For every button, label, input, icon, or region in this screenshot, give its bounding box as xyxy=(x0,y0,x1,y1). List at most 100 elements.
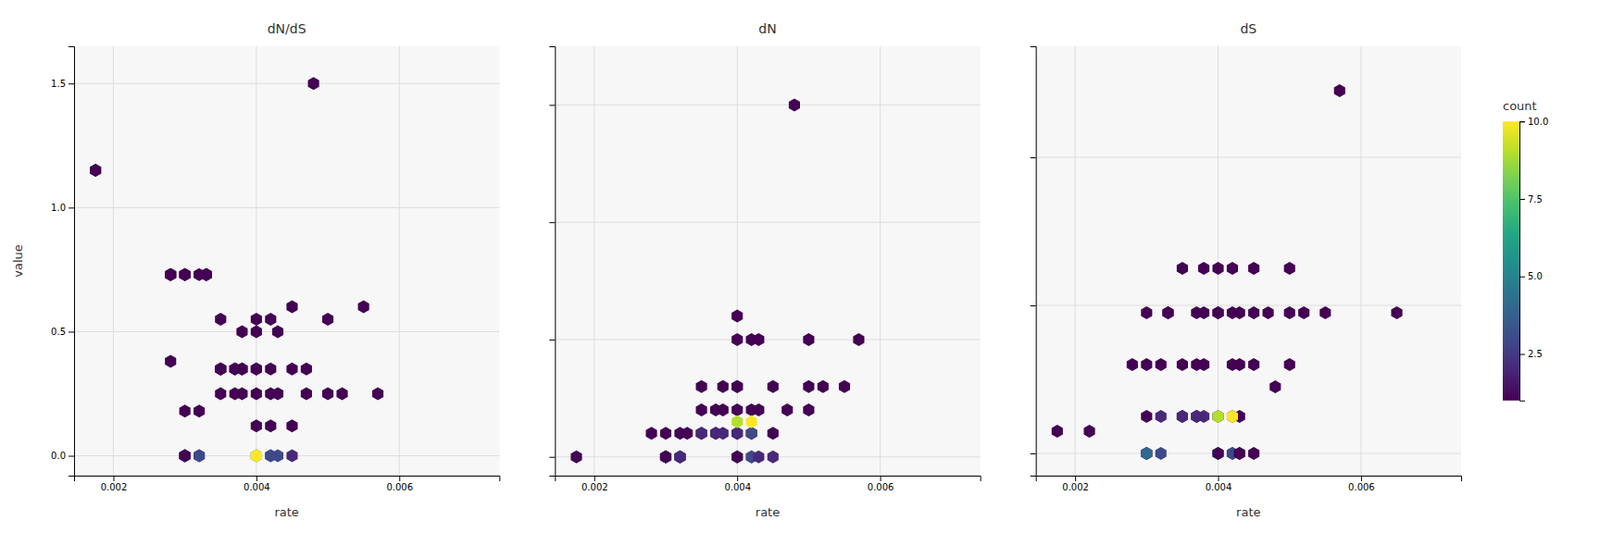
tick: 7.5 xyxy=(1519,194,1543,205)
tick: 0.004 xyxy=(243,475,271,493)
x-axis-title: rate xyxy=(755,505,780,520)
tick-label: 1.5 xyxy=(50,78,66,89)
hex-point xyxy=(200,268,213,282)
tick-mark xyxy=(1218,475,1220,482)
tick: 0.002 xyxy=(1062,475,1089,493)
panel: 0.0020.0040.0060.00.51.01.5dN/dSratevalu… xyxy=(11,21,500,520)
hex-point xyxy=(193,404,205,418)
hex-point xyxy=(264,419,276,433)
grid xyxy=(74,46,500,476)
points xyxy=(1051,84,1403,461)
tick-mark xyxy=(549,104,555,106)
hex-point xyxy=(1198,358,1210,372)
hex-point xyxy=(717,426,729,440)
tick: 1.0 xyxy=(50,202,75,213)
hex-point xyxy=(264,362,276,376)
tick-label: 10.0 xyxy=(1527,116,1549,127)
hex-point xyxy=(193,450,205,463)
hex-point xyxy=(1212,447,1224,461)
grid-line xyxy=(1075,46,1076,476)
hex-point xyxy=(660,450,672,464)
hex-point xyxy=(1140,410,1152,424)
tick-label: 0.006 xyxy=(867,482,895,493)
hex-point xyxy=(660,450,672,464)
tick-label: 0.004 xyxy=(243,482,271,493)
hex-point xyxy=(164,268,176,282)
tick-mark xyxy=(68,83,75,85)
hex-point xyxy=(1212,410,1224,424)
axis-line xyxy=(1036,476,1462,483)
hex-point xyxy=(1140,447,1152,461)
hex-point xyxy=(1390,306,1402,320)
hex-point xyxy=(214,362,226,376)
hex-point xyxy=(731,333,743,347)
hex-point xyxy=(179,450,191,463)
hex-point xyxy=(1176,410,1188,424)
hex-point xyxy=(802,403,814,417)
hex-point xyxy=(179,268,191,282)
grid-line xyxy=(1036,305,1462,307)
panel: 0.0020.0040.006dSrate xyxy=(1030,21,1463,520)
grid-line xyxy=(255,46,257,476)
hex-point xyxy=(752,403,764,417)
hex-point xyxy=(286,450,298,463)
tick-mark xyxy=(68,331,75,333)
colorbar-gradient xyxy=(1502,121,1520,401)
tick: 1.5 xyxy=(50,78,75,89)
hex-point xyxy=(1212,306,1224,320)
hex-point xyxy=(788,98,800,112)
hex-point xyxy=(214,362,226,376)
hex-point xyxy=(731,403,743,417)
hex-point xyxy=(731,380,743,394)
hex-point xyxy=(164,355,176,369)
plot-background xyxy=(74,46,500,476)
hex-point xyxy=(1212,447,1224,461)
hex-point xyxy=(250,312,263,326)
hex-point xyxy=(272,450,284,463)
tick: 0.5 xyxy=(50,326,75,338)
hex-point xyxy=(286,300,298,314)
hex-point xyxy=(250,362,263,376)
grid-line xyxy=(554,104,980,106)
tick-label: 2.5 xyxy=(1527,349,1543,360)
hex-point xyxy=(1284,306,1296,320)
hex-point xyxy=(200,268,213,282)
hex-point xyxy=(1319,306,1331,320)
tick-label: 0.002 xyxy=(1062,482,1089,493)
hex-point xyxy=(1198,306,1210,320)
hex-point xyxy=(1155,410,1167,424)
hex-point xyxy=(236,387,248,400)
hex-point xyxy=(236,325,248,338)
hex-point xyxy=(674,450,686,464)
tick-mark xyxy=(256,475,258,482)
y-axis xyxy=(549,47,556,477)
tick-mark xyxy=(1519,354,1525,356)
tick-mark xyxy=(1030,305,1037,307)
hex-point xyxy=(89,163,101,177)
hex-point xyxy=(1248,358,1260,372)
panel-title: dN xyxy=(758,21,776,37)
plot-background xyxy=(554,46,980,476)
hex-point xyxy=(752,450,764,464)
tick-mark xyxy=(549,222,555,224)
axis-line xyxy=(1030,47,1038,477)
tick-label: 0.006 xyxy=(1348,482,1375,493)
hex-point xyxy=(1162,306,1174,320)
hex-point xyxy=(1140,447,1152,461)
hex-point xyxy=(752,333,764,347)
hex-point xyxy=(1269,380,1281,394)
hex-point xyxy=(731,426,743,440)
hex-point xyxy=(1140,358,1152,372)
hex-point xyxy=(731,426,743,440)
tick xyxy=(549,222,555,224)
grid-line xyxy=(399,46,400,476)
tick-mark xyxy=(1030,157,1037,159)
hex-point xyxy=(660,426,672,440)
hex-point xyxy=(308,76,320,90)
hex-point xyxy=(696,403,708,417)
hex-point xyxy=(179,404,191,418)
plot-background xyxy=(1036,46,1462,476)
hex-point xyxy=(179,450,191,463)
colorbar-title: count xyxy=(1502,99,1538,113)
panel: 0.0020.0040.006dNrate xyxy=(549,21,981,520)
